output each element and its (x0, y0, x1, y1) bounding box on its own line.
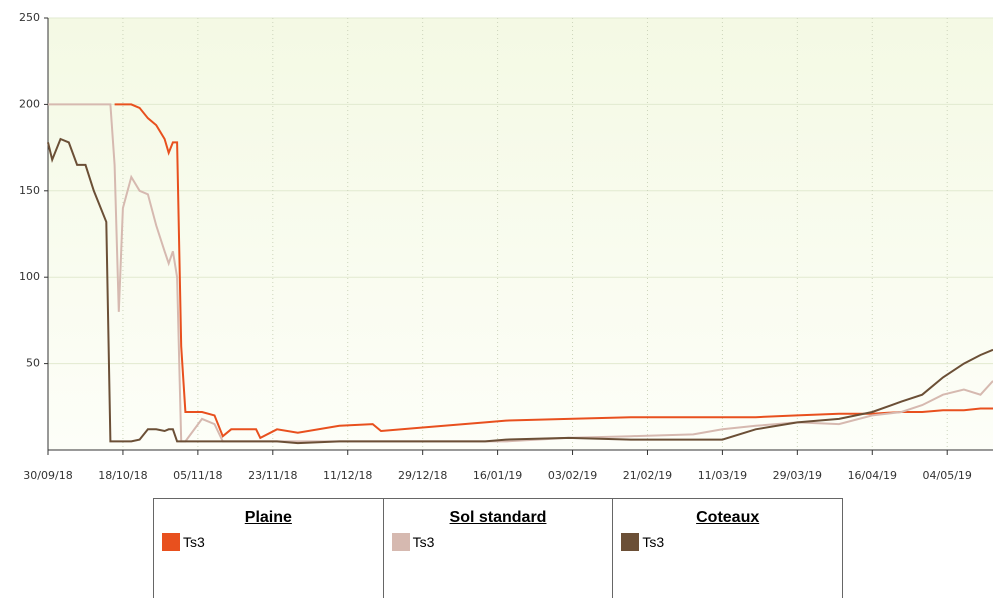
legend-label: Ts3 (412, 534, 435, 550)
y-tick-label: 250 (19, 11, 40, 24)
x-tick-label: 16/01/19 (473, 469, 522, 482)
legend-group-title: Sol standard (449, 509, 547, 526)
plot-area (48, 18, 993, 450)
legend-label: Ts3 (642, 534, 665, 550)
line-series (47, 137, 993, 445)
line-series (114, 103, 993, 440)
x-tick-label: 29/03/19 (773, 469, 822, 482)
chart: 50 100 150 200 250 30/09/18 18/10/18 05/11/18 23… (19, 11, 993, 482)
legend-swatch (391, 533, 410, 551)
x-tick-label: 04/05/19 (923, 469, 972, 482)
legend-group: Plaine Ts3 (154, 499, 383, 598)
x-tick-label: 11/03/19 (698, 469, 747, 482)
legend-label: Ts3 (183, 534, 205, 550)
x-tick-label: 03/02/19 (548, 469, 597, 482)
y-tick-label: 150 (19, 184, 40, 197)
x-tick-label: 21/02/19 (623, 469, 672, 482)
legend-entry: Ts3 (162, 533, 375, 551)
x-tick-label: 11/12/18 (323, 469, 372, 482)
legend-group: Coteaux Ts3 (612, 499, 842, 598)
legend-group-title: Plaine (244, 509, 292, 526)
x-tick-label: 16/04/19 (848, 469, 897, 482)
y-tick-label: 50 (26, 357, 40, 370)
x-tick-label: 30/09/18 (23, 469, 72, 482)
x-tick-label: 05/11/18 (173, 469, 222, 482)
y-tick-label: 200 (19, 97, 40, 110)
legend-entry: Ts3 (391, 533, 605, 551)
legend-group: Sol standard Ts3 (382, 499, 613, 598)
x-tick-label: 23/11/18 (248, 469, 297, 482)
x-tick-label: 18/10/18 (98, 469, 147, 482)
y-tick-label: 100 (19, 270, 40, 283)
legend: Plaine Ts3 Sol standard Ts3 Coteaux Ts3 (153, 498, 843, 598)
legend-swatch (162, 533, 180, 551)
legend-swatch (621, 533, 640, 551)
legend-group-title: Coteaux (696, 509, 760, 526)
x-tick-label: 29/12/18 (398, 469, 447, 482)
legend-entry: Ts3 (621, 533, 834, 551)
